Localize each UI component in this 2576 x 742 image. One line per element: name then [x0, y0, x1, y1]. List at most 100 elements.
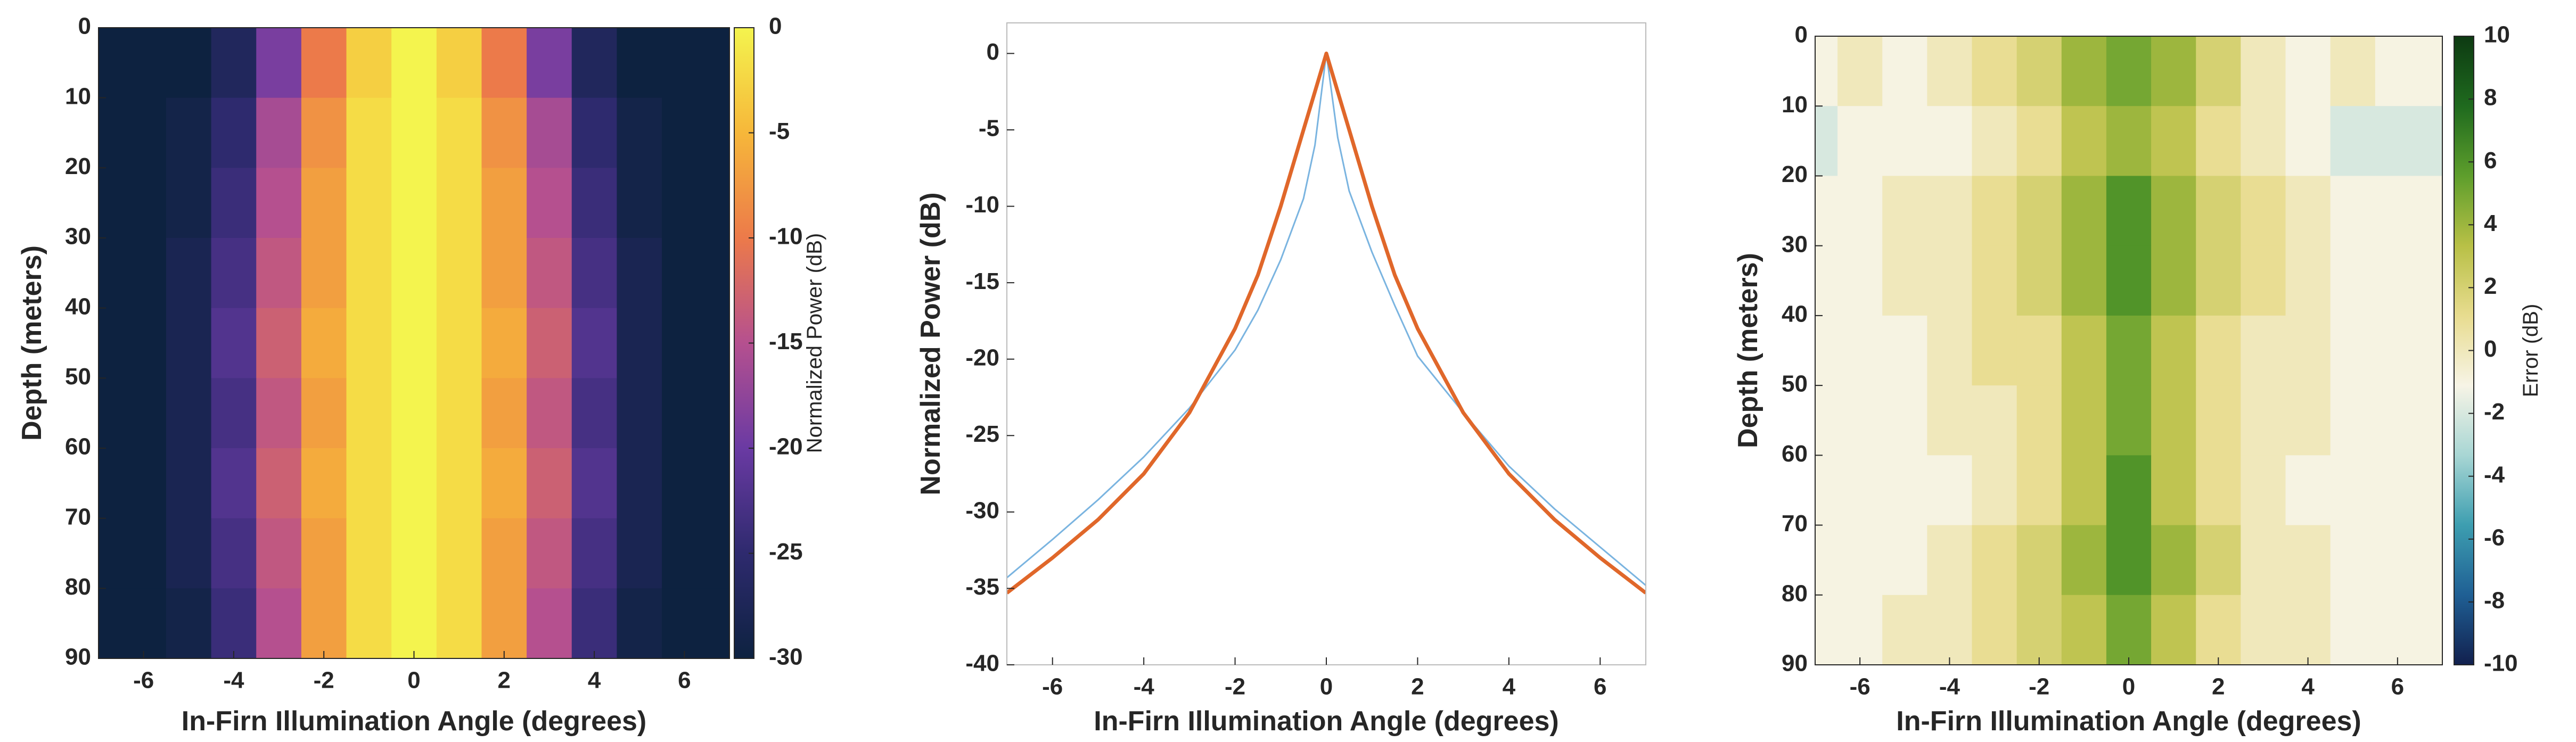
colorbar-tick-label: 0 — [769, 13, 782, 39]
colorbar-tick-label: -10 — [2484, 650, 2518, 677]
heatmap-cell — [1972, 455, 2017, 526]
heatmap-cell — [2196, 595, 2241, 665]
heatmap-cell — [2016, 525, 2062, 596]
heatmap-cell — [617, 168, 662, 238]
heatmap-cell — [1837, 595, 1883, 665]
heatmap-cell — [2241, 245, 2286, 316]
heatmap-cell — [527, 308, 572, 378]
x-tick-label: 6 — [2391, 674, 2404, 700]
heatmap-cell — [166, 168, 212, 238]
heatmap-cell — [481, 518, 527, 589]
heatmap-cell — [707, 97, 729, 168]
heatmap-cell — [256, 378, 302, 449]
y-tick-label: 30 — [65, 224, 91, 250]
heatmap-cell — [2196, 315, 2241, 386]
heatmap-cell — [391, 588, 437, 658]
heatmap-cell — [2330, 455, 2376, 526]
heatmap-cell — [121, 378, 167, 449]
heatmap-cell — [99, 448, 121, 519]
heatmap-cell — [2151, 595, 2196, 665]
plot-area — [99, 28, 729, 658]
colorbar-label: Error (dB) — [2519, 304, 2542, 398]
heatmap-cell — [436, 448, 482, 519]
heatmap-cell — [346, 448, 392, 519]
heatmap-cell — [2330, 385, 2376, 456]
heatmap-cell — [2061, 106, 2107, 176]
heatmap-cell — [99, 588, 121, 658]
heatmap-cell — [571, 518, 617, 589]
heatmap-cell — [527, 238, 572, 309]
y-tick-label: 0 — [78, 13, 91, 39]
heatmap-cell — [1927, 455, 1972, 526]
colorbar-tick-label: -15 — [769, 328, 803, 354]
heatmap-cell — [346, 97, 392, 168]
heatmap-cell — [2330, 525, 2376, 596]
y-tick-label: 80 — [65, 574, 91, 600]
heatmap-cell — [2106, 525, 2152, 596]
heatmap-cell — [2241, 36, 2286, 106]
y-tick-label: -10 — [965, 192, 999, 218]
heatmap-cell — [121, 448, 167, 519]
x-tick-label: 0 — [407, 667, 420, 694]
heatmap-cell — [1927, 245, 1972, 316]
heatmap-cell — [2196, 455, 2241, 526]
heatmap-cell — [436, 238, 482, 309]
colorbar-tick-label: 2 — [2484, 273, 2497, 299]
heatmap-cell — [662, 168, 708, 238]
y-tick-label: 40 — [65, 293, 91, 319]
heatmap-cell — [121, 588, 167, 658]
panel: -6 -4 -2 0 2 4 6-40-35-30-25-20-15-10-50In-Fir… — [915, 22, 1646, 737]
x-tick-label: -4 — [1134, 674, 1155, 700]
heatmap-cell — [99, 378, 121, 449]
heatmap-cell — [527, 97, 572, 168]
heatmap-cell — [346, 308, 392, 378]
heatmap-cell — [2419, 36, 2442, 106]
heatmap-cell — [211, 518, 257, 589]
heatmap-cell — [256, 97, 302, 168]
heatmap-cell — [2061, 525, 2107, 596]
heatmap-cell — [481, 448, 527, 519]
heatmap-cell — [571, 588, 617, 658]
heatmap-cell — [2106, 106, 2152, 176]
heatmap-cell — [2151, 245, 2196, 316]
heatmap-cell — [1972, 385, 2017, 456]
colorbar-tick-label: -8 — [2484, 588, 2505, 614]
x-tick-label: -6 — [1850, 674, 1871, 700]
heatmap-cell — [1972, 245, 2017, 316]
heatmap-cell — [2285, 595, 2331, 665]
heatmap-cell — [2285, 385, 2331, 456]
heatmap-cell — [1972, 176, 2017, 246]
heatmap-cell — [2196, 36, 2241, 106]
heatmap-cell — [2375, 176, 2421, 246]
heatmap-cell — [2106, 36, 2152, 106]
colorbar-tick-label: 6 — [2484, 147, 2497, 174]
heatmap-cell — [1882, 106, 1927, 176]
heatmap-cell — [1837, 525, 1883, 596]
heatmap-cell — [481, 308, 527, 378]
heatmap-cell — [2419, 385, 2442, 456]
plot-area — [1007, 51, 1646, 595]
heatmap-cell — [391, 448, 437, 519]
y-tick-label: -20 — [965, 344, 999, 370]
heatmap-cell — [2241, 455, 2286, 526]
x-tick-label: 4 — [588, 667, 601, 694]
heatmap-cell — [2016, 455, 2062, 526]
y-tick-label: 50 — [65, 364, 91, 390]
x-tick-label: -2 — [2029, 674, 2049, 700]
heatmap-cell — [121, 308, 167, 378]
heatmap-cell — [391, 308, 437, 378]
y-tick-label: -30 — [965, 497, 999, 523]
heatmap-cell — [346, 28, 392, 98]
heatmap-cell — [121, 518, 167, 589]
heatmap-cell — [1837, 106, 1883, 176]
heatmap-cell — [1972, 595, 2017, 665]
heatmap-cell — [166, 448, 212, 519]
heatmap-cell — [481, 28, 527, 98]
heatmap-cell — [707, 28, 729, 98]
heatmap-cell — [1927, 106, 1972, 176]
y-tick-label: 70 — [1782, 510, 1808, 537]
heatmap-cell — [436, 97, 482, 168]
x-axis-label: In-Firn Illumination Angle (degrees) — [182, 706, 646, 737]
heatmap-cell — [436, 168, 482, 238]
heatmap-cell — [436, 28, 482, 98]
